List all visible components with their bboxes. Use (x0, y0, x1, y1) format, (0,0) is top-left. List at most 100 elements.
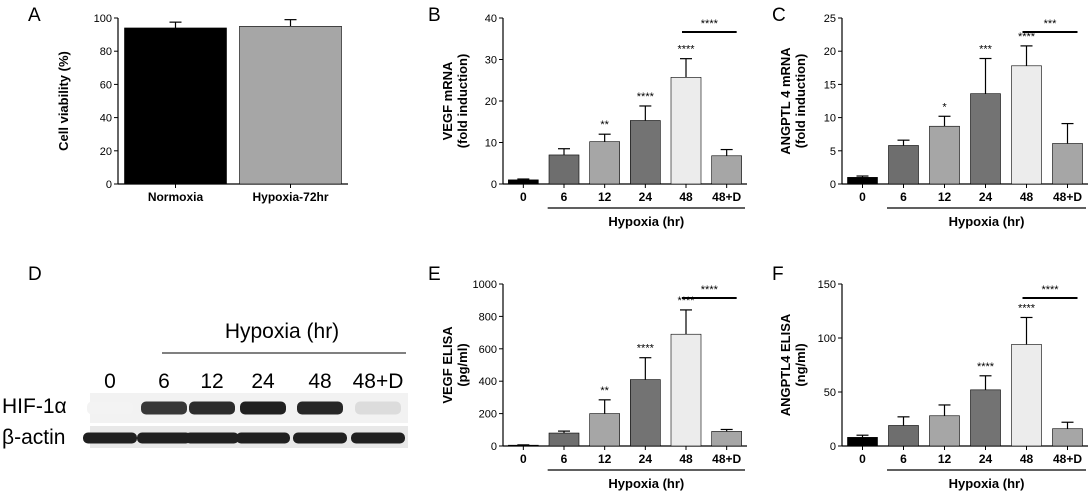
chart-c-ytick-label: 5 (830, 146, 836, 158)
chart-b-ytick-label: 30 (485, 55, 497, 67)
chart-c-ytick-label: 0 (830, 179, 836, 191)
chart-e-bar (589, 413, 620, 447)
chart-a-ytick-label: 60 (100, 79, 112, 91)
chart-e-significance: ** (600, 385, 609, 397)
panel-letter-b: B (428, 5, 441, 26)
blot-band-hif (297, 401, 343, 415)
chart-e-ytick-label: 600 (479, 344, 497, 356)
chart-e-ytick-label: 800 (479, 311, 497, 323)
chart-b-bracket-label: **** (701, 18, 719, 30)
chart-b-ytick-label: 0 (491, 179, 497, 191)
blot-lane-label: 6 (158, 370, 170, 393)
chart-f-category-label: 48+D (1053, 452, 1082, 466)
chart-f-bar (1052, 428, 1083, 447)
chart-c-bracket-label: *** (1044, 18, 1058, 30)
chart-b-ytick-label: 10 (485, 138, 497, 150)
chart-f-category-label: 48 (1020, 452, 1034, 466)
chart-f-bar (929, 415, 960, 447)
chart-b-category-label: 48+D (712, 190, 741, 204)
chart-e-significance: **** (637, 343, 655, 355)
chart-c-ytick-label: 15 (824, 79, 836, 91)
blot-band-actin (236, 432, 290, 444)
chart-c-ylabel: ANGPTL 4 mRNA (778, 47, 793, 155)
blot-lane-label: 12 (200, 370, 223, 393)
chart-a-category-label: Hypoxia-72hr (252, 190, 328, 204)
chart-e-significance: **** (677, 295, 695, 307)
chart-c-bar (1011, 65, 1042, 185)
panel-letter-f: F (772, 264, 784, 285)
chart-e-category-label: 0 (520, 452, 527, 466)
chart-e-ylabel: VEGF ELISA (440, 326, 455, 404)
chart-c-category-label: 0 (859, 190, 866, 204)
chart-e-category-label: 48 (679, 452, 693, 466)
chart-b-ylabel: VEGF mRNA (440, 61, 455, 140)
chart-e-ytick-label: 1000 (473, 279, 497, 291)
chart-f-significance: **** (1018, 302, 1036, 314)
chart-e-bracket-label: **** (701, 284, 719, 296)
chart-f-category-label: 0 (859, 452, 866, 466)
chart-a-ytick-label: 40 (100, 113, 112, 125)
blot-row-label-actin: β-actin (2, 426, 65, 449)
panel-letter-a: A (28, 5, 41, 26)
chart-b-group-label: Hypoxia (hr) (608, 214, 684, 229)
chart-e-bar (630, 379, 661, 447)
chart-c-category-label: 24 (979, 190, 993, 204)
chart-a-cell-viability: 0 20 40 60 80 100 Cell viability (%) Normoxia Hy… (56, 13, 348, 204)
chart-b-bar (670, 77, 702, 185)
chart-b-category-label: 48 (679, 190, 693, 204)
chart-b-bar (711, 155, 742, 185)
chart-e-category-label: 24 (639, 452, 653, 466)
chart-b-category-label: 6 (561, 190, 568, 204)
chart-a-bar (239, 25, 342, 185)
blot-lane-label: 48 (308, 370, 331, 393)
chart-e-ytick-label: 0 (491, 441, 497, 453)
chart-e-ytick-label: 200 (479, 409, 497, 421)
chart-f-angptl4-elisa: 0 50 100 150 ANGPTL4 ELISA (ng/ml) 0 6 12 **** 24 *… (778, 279, 1088, 491)
chart-e-category-label: 48+D (712, 452, 741, 466)
chart-f-bar (1011, 344, 1042, 447)
chart-f-category-label: 6 (900, 452, 907, 466)
chart-f-category-label: 12 (938, 452, 952, 466)
chart-c-ylabel-unit: (fold induction) (793, 54, 808, 149)
chart-c-bar (1052, 143, 1083, 185)
chart-b-vegf-mrna: 0 10 20 30 40 VEGF mRNA (fold induction) 0 6 ** 12… (440, 13, 747, 229)
chart-c-significance: *** (979, 44, 993, 56)
chart-e-group-label: Hypoxia (hr) (608, 476, 684, 491)
chart-c-category-label: 6 (900, 190, 907, 204)
blot-lane-label: 0 (104, 370, 116, 393)
chart-b-ytick-label: 20 (485, 96, 497, 108)
blot-band-hif (355, 401, 401, 415)
chart-c-ytick-label: 10 (824, 113, 836, 125)
chart-f-ylabel: ANGPTL4 ELISA (778, 313, 793, 416)
chart-c-significance: * (942, 101, 947, 113)
chart-e-vegf-elisa: 0 200 400 600 800 1000 VEGF ELISA (pg/ml) 0 6 ** 12… (440, 279, 747, 491)
blot-lanes: 0 6 12 24 48 48+D (83, 370, 405, 444)
chart-b-category-label: 0 (520, 190, 527, 204)
chart-b-category-label: 12 (598, 190, 612, 204)
chart-f-bar (888, 425, 919, 447)
chart-e-bar (548, 432, 580, 447)
chart-e-ytick-label: 400 (479, 376, 497, 388)
chart-c-category-label: 48 (1020, 190, 1034, 204)
blot-lane-label: 24 (251, 370, 275, 393)
chart-b-ytick-label: 40 (485, 13, 497, 25)
chart-c-angptl4-mrna: 0 5 10 15 20 25 ANGPTL 4 mRNA (fold induction) 0… (778, 13, 1088, 229)
chart-c-bar (888, 145, 919, 185)
chart-b-significance: ** (600, 119, 609, 131)
chart-c-ytick-label: 25 (824, 13, 836, 25)
chart-f-group-label: Hypoxia (hr) (949, 476, 1025, 491)
chart-a-ytick-label: 20 (100, 146, 112, 158)
chart-b-significance: **** (637, 91, 655, 103)
chart-a-ylabel: Cell viability (%) (56, 51, 71, 151)
chart-f-ytick-label: 100 (818, 333, 836, 345)
chart-c-bar (970, 93, 1001, 185)
chart-b-bar (630, 120, 661, 185)
blot-band-hif (240, 401, 286, 415)
blot-band-hif (87, 401, 133, 415)
blot-band-actin (351, 432, 405, 444)
chart-f-ytick-label: 150 (818, 279, 836, 291)
blot-band-actin (137, 432, 191, 444)
panel-letter-e: E (428, 264, 441, 285)
chart-e-bar (670, 333, 702, 447)
chart-a-ytick-label: 100 (94, 13, 112, 25)
